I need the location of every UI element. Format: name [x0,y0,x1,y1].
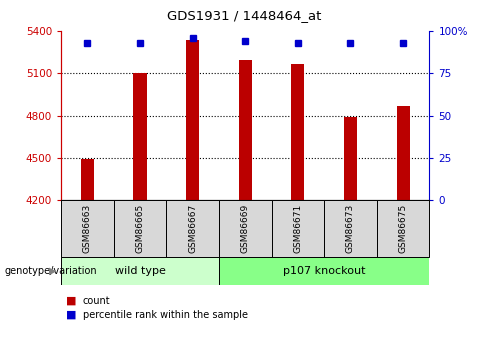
Bar [239,60,252,200]
Bar [219,200,271,257]
Bar [291,64,305,200]
Text: GSM86663: GSM86663 [83,204,92,253]
Text: GSM86665: GSM86665 [136,204,144,253]
Text: percentile rank within the sample: percentile rank within the sample [83,310,248,319]
Text: GSM86667: GSM86667 [188,204,197,253]
Text: p107 knockout: p107 knockout [283,266,366,276]
Bar [377,200,429,257]
Text: GDS1931 / 1448464_at: GDS1931 / 1448464_at [167,9,321,22]
Text: wild type: wild type [115,266,165,276]
Bar [61,257,219,285]
Text: ▶: ▶ [49,266,56,276]
Bar [219,257,429,285]
Text: GSM86675: GSM86675 [399,204,407,253]
Text: GSM86671: GSM86671 [293,204,303,253]
Bar [114,200,166,257]
Text: ■: ■ [66,296,77,306]
Text: genotype/variation: genotype/variation [5,266,98,276]
Bar [61,200,114,257]
Bar [324,200,377,257]
Text: count: count [83,296,111,306]
Bar [344,117,357,200]
Text: ■: ■ [66,310,77,319]
Text: GSM86673: GSM86673 [346,204,355,253]
Bar [186,40,199,200]
Bar [271,200,324,257]
Bar [81,159,94,200]
Text: GSM86669: GSM86669 [241,204,250,253]
Bar [397,106,410,200]
Bar [166,200,219,257]
Bar [133,72,146,200]
